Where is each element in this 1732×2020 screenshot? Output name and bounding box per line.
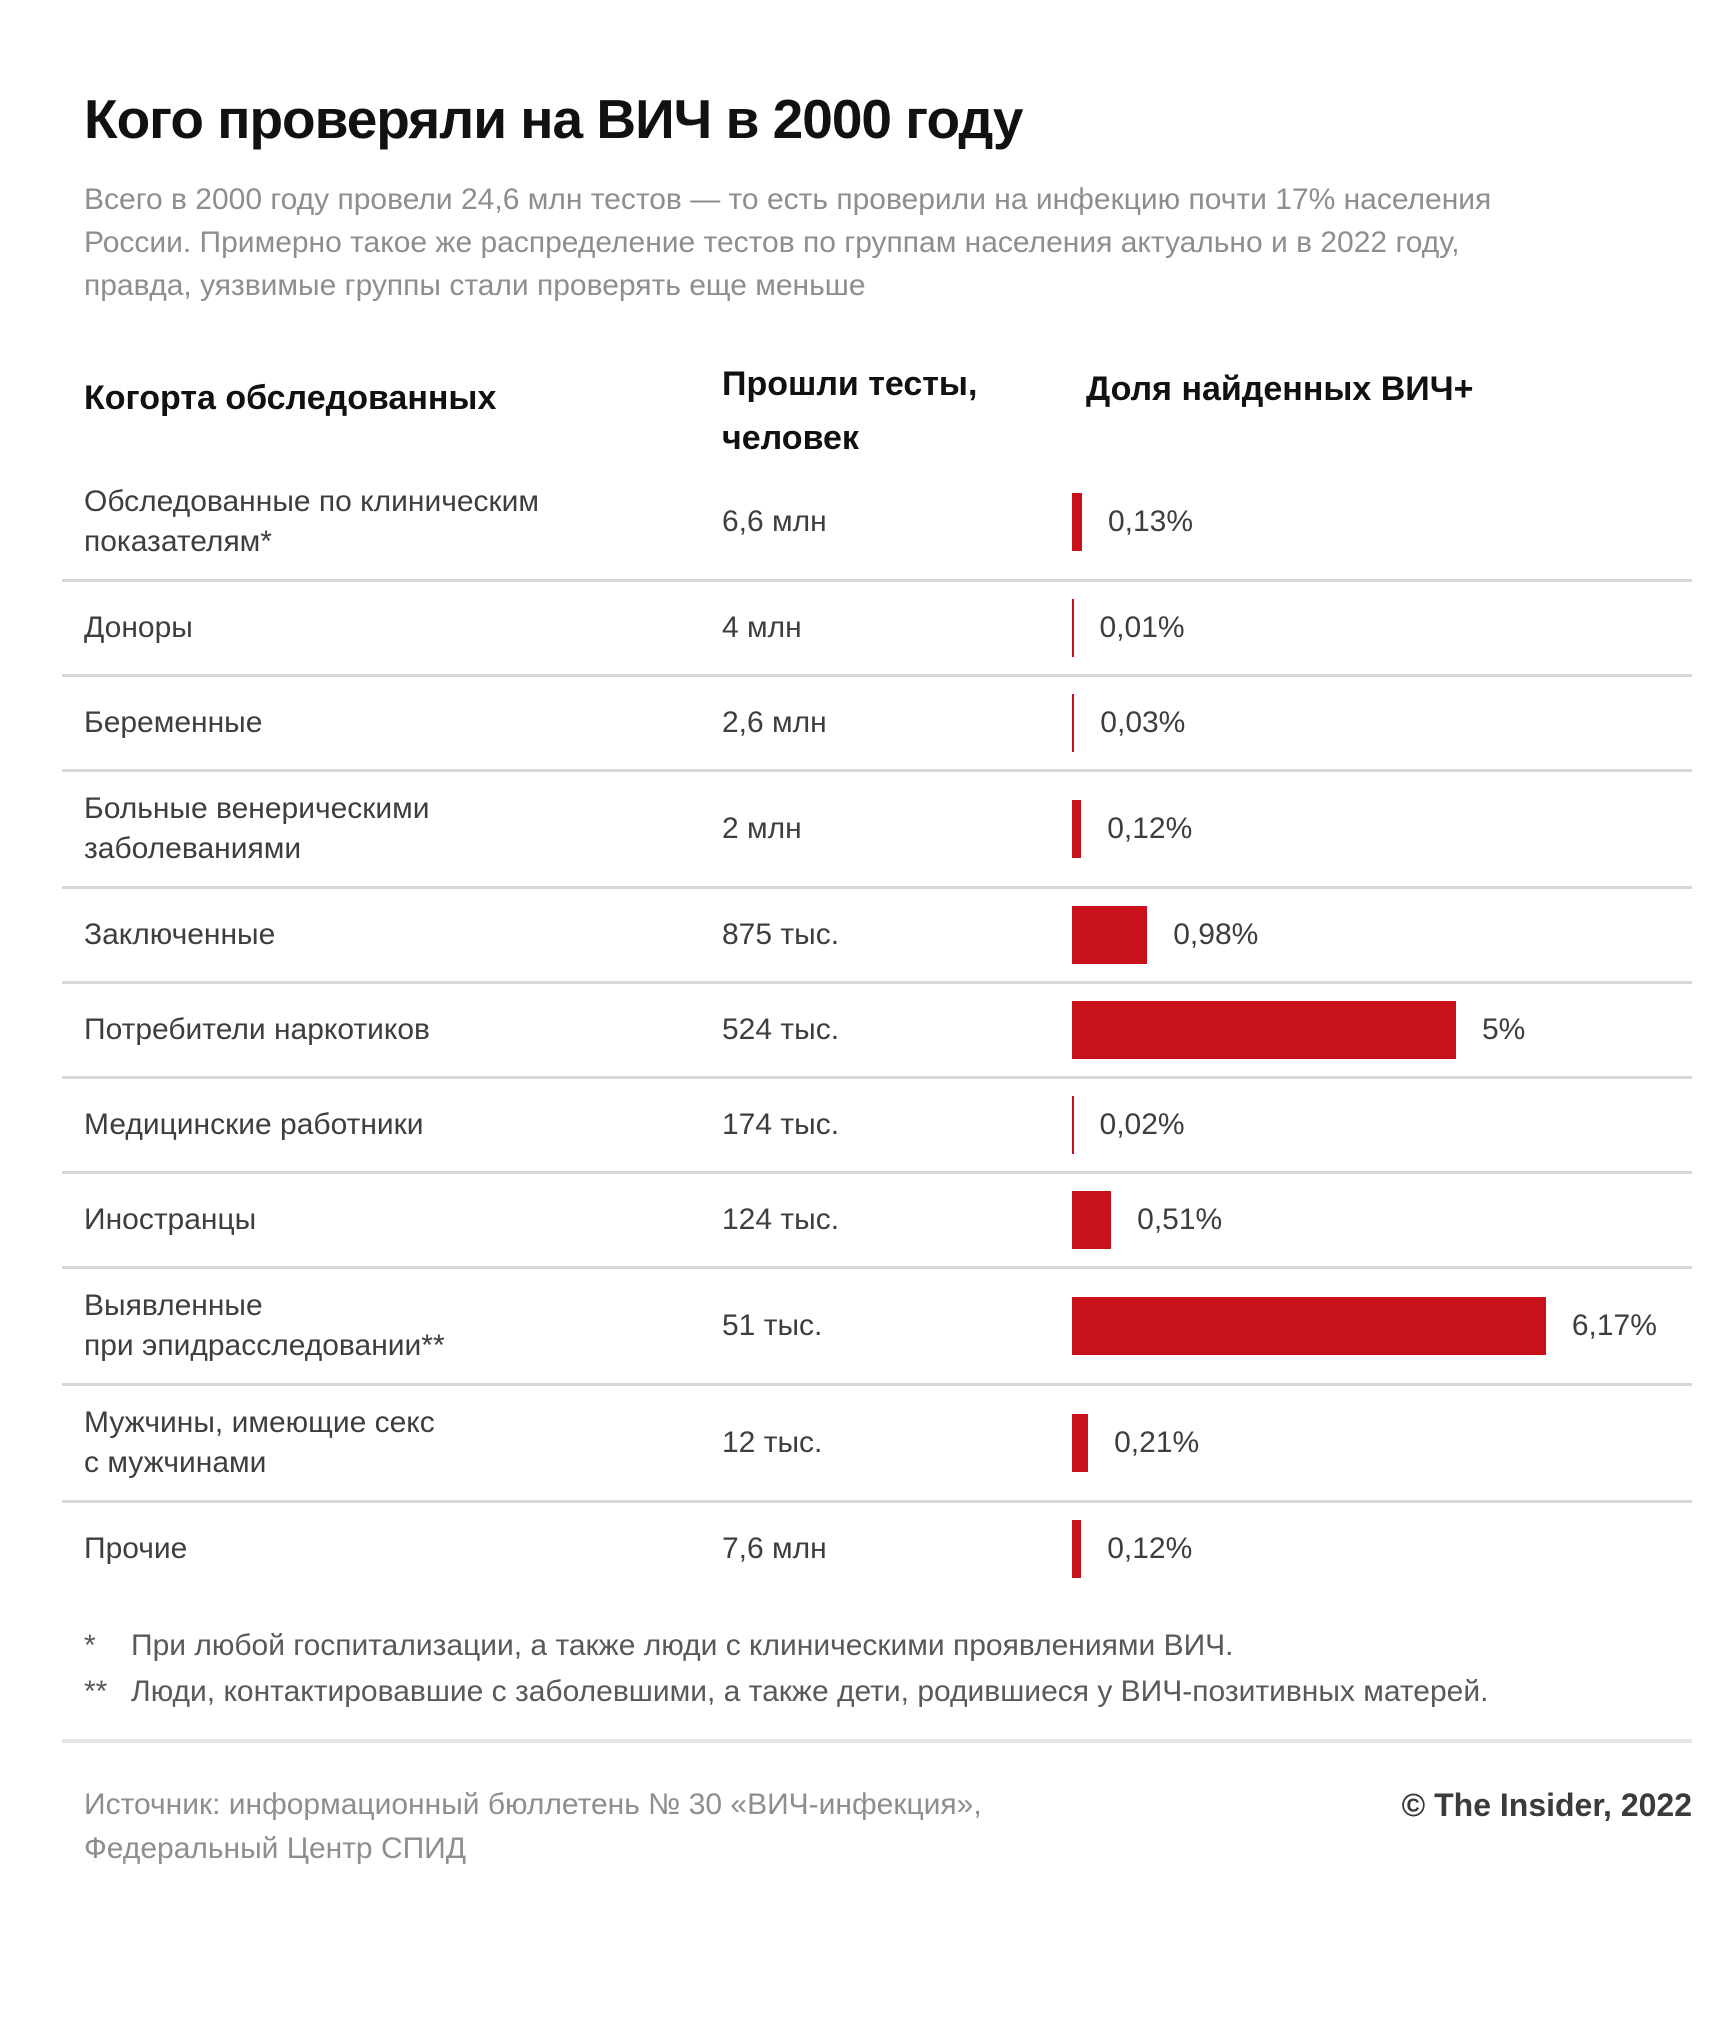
share-cell: 0,98% bbox=[1072, 906, 1692, 964]
column-header-cohort: Когорта обследованных bbox=[84, 379, 497, 417]
footnote-line: ** Люди, контактировавшие с заболевшими, … bbox=[84, 1669, 1692, 1715]
share-value: 5% bbox=[1482, 1013, 1526, 1046]
share-value: 0,21% bbox=[1114, 1426, 1200, 1459]
share-bar bbox=[1072, 1520, 1082, 1578]
footnotes: * При любой госпитализации, а также люди … bbox=[84, 1623, 1692, 1715]
column-header-share: Доля найденных ВИЧ+ bbox=[1086, 370, 1474, 408]
cohort-label: Потребители наркотиков bbox=[84, 1013, 430, 1046]
share-bar bbox=[1072, 1191, 1112, 1249]
share-value: 0,12% bbox=[1107, 812, 1193, 845]
share-bar bbox=[1072, 906, 1148, 964]
footnote-marker: ** bbox=[84, 1675, 108, 1708]
tested-count: 2,6 млн bbox=[722, 706, 827, 739]
subtitle: Всего в 2000 году провели 24,6 млн тесто… bbox=[84, 183, 1492, 302]
share-value: 0,13% bbox=[1107, 505, 1194, 538]
footnote-text: При любой госпитализации, а также люди с… bbox=[131, 1629, 1234, 1662]
table-header: Когорта обследованных Прошли тесты, чело… bbox=[62, 357, 1692, 465]
infographic-page: Кого проверяли на ВИЧ в 2000 году Всего … bbox=[0, 86, 1732, 1871]
table-row: Медицинские работники 174 тыс. 0,02% bbox=[62, 1076, 1692, 1171]
share-value: 0,98% bbox=[1173, 918, 1259, 951]
share-value: 0,01% bbox=[1099, 611, 1185, 644]
share-bar bbox=[1072, 1096, 1074, 1154]
footnote-marker: * bbox=[84, 1629, 96, 1662]
tested-count: 4 млн bbox=[722, 611, 802, 644]
table-row: Иностранцы 124 тыс. 0,51% bbox=[62, 1171, 1692, 1266]
table-row: Больные венерическими заболеваниями 2 млн… bbox=[62, 769, 1692, 886]
share-bar bbox=[1072, 1297, 1546, 1355]
table-row: Обследованные по клиническим показателям… bbox=[62, 465, 1692, 579]
page-title: Кого проверяли на ВИЧ в 2000 году bbox=[84, 88, 1024, 150]
share-value: 0,51% bbox=[1137, 1203, 1223, 1236]
cohort-label: Прочие bbox=[84, 1532, 188, 1565]
table-row: Заключенные 875 тыс. 0,98% bbox=[62, 886, 1692, 981]
cohort-label: Медицинские работники bbox=[84, 1108, 424, 1141]
source-text: Источник: информационный бюллетень № 30 … bbox=[84, 1788, 982, 1865]
tested-count: 875 тыс. bbox=[722, 918, 840, 951]
table-row: Доноры 4 млн 0,01% bbox=[62, 579, 1692, 674]
cohort-label: Доноры bbox=[84, 611, 193, 644]
table-row: Мужчины, имеющие секс с мужчинами 12 тыс.… bbox=[62, 1383, 1692, 1500]
cohort-label: Беременные bbox=[84, 706, 263, 739]
share-bar bbox=[1072, 1414, 1089, 1472]
table-row: Выявленные при эпидрасследовании** 51 тыс… bbox=[62, 1266, 1692, 1383]
share-value: 0,02% bbox=[1099, 1108, 1185, 1141]
share-cell: 0,03% bbox=[1072, 694, 1692, 752]
tested-count: 2 млн bbox=[722, 812, 802, 845]
tested-count: 124 тыс. bbox=[722, 1203, 840, 1236]
cohort-label: Выявленные при эпидрасследовании** bbox=[84, 1289, 445, 1362]
cohort-label: Мужчины, имеющие секс с мужчинами bbox=[84, 1406, 435, 1479]
share-cell: 0,02% bbox=[1072, 1096, 1692, 1154]
share-bar bbox=[1072, 694, 1075, 752]
column-header-tested: Прошли тесты, человек bbox=[722, 365, 978, 457]
share-value: 0,03% bbox=[1100, 706, 1186, 739]
footnote-line: * При любой госпитализации, а также люди … bbox=[84, 1623, 1692, 1669]
share-cell: 6,17% bbox=[1072, 1297, 1692, 1355]
cohort-label: Обследованные по клиническим показателям… bbox=[84, 485, 540, 558]
footnote-text: Люди, контактировавшие с заболевшими, а … bbox=[131, 1675, 1489, 1708]
share-cell: 0,12% bbox=[1072, 800, 1692, 858]
tested-count: 524 тыс. bbox=[722, 1013, 840, 1046]
tested-count: 12 тыс. bbox=[722, 1426, 823, 1459]
share-bar bbox=[1072, 800, 1082, 858]
share-cell: 0,21% bbox=[1072, 1414, 1692, 1472]
share-cell: 0,51% bbox=[1072, 1191, 1692, 1249]
share-bar bbox=[1072, 599, 1074, 657]
table-row: Прочие 7,6 млн 0,12% bbox=[62, 1500, 1692, 1595]
table-row: Потребители наркотиков 524 тыс. 5% bbox=[62, 981, 1692, 1076]
divider bbox=[62, 1739, 1692, 1743]
share-cell: 0,12% bbox=[1072, 1520, 1692, 1578]
cohort-label: Больные венерическими заболеваниями bbox=[84, 792, 430, 865]
share-value: 6,17% bbox=[1571, 1309, 1657, 1342]
table-body: Обследованные по клиническим показателям… bbox=[62, 465, 1692, 1595]
tested-count: 6,6 млн bbox=[722, 505, 827, 538]
cohort-label: Заключенные bbox=[84, 918, 276, 951]
table-row: Беременные 2,6 млн 0,03% bbox=[62, 674, 1692, 769]
share-cell: 0,01% bbox=[1072, 599, 1692, 657]
share-bar bbox=[1072, 493, 1082, 551]
source-row: Источник: информационный бюллетень № 30 … bbox=[84, 1783, 1692, 1871]
share-bar bbox=[1072, 1001, 1456, 1059]
share-cell: 5% bbox=[1072, 1001, 1692, 1059]
tested-count: 51 тыс. bbox=[722, 1309, 823, 1342]
cohort-label: Иностранцы bbox=[84, 1203, 257, 1236]
tested-count: 7,6 млн bbox=[722, 1532, 827, 1565]
copyright: © The Insider, 2022 bbox=[1401, 1787, 1692, 1823]
share-value: 0,12% bbox=[1107, 1532, 1193, 1565]
share-cell: 0,13% bbox=[1072, 493, 1692, 551]
tested-count: 174 тыс. bbox=[722, 1108, 840, 1141]
